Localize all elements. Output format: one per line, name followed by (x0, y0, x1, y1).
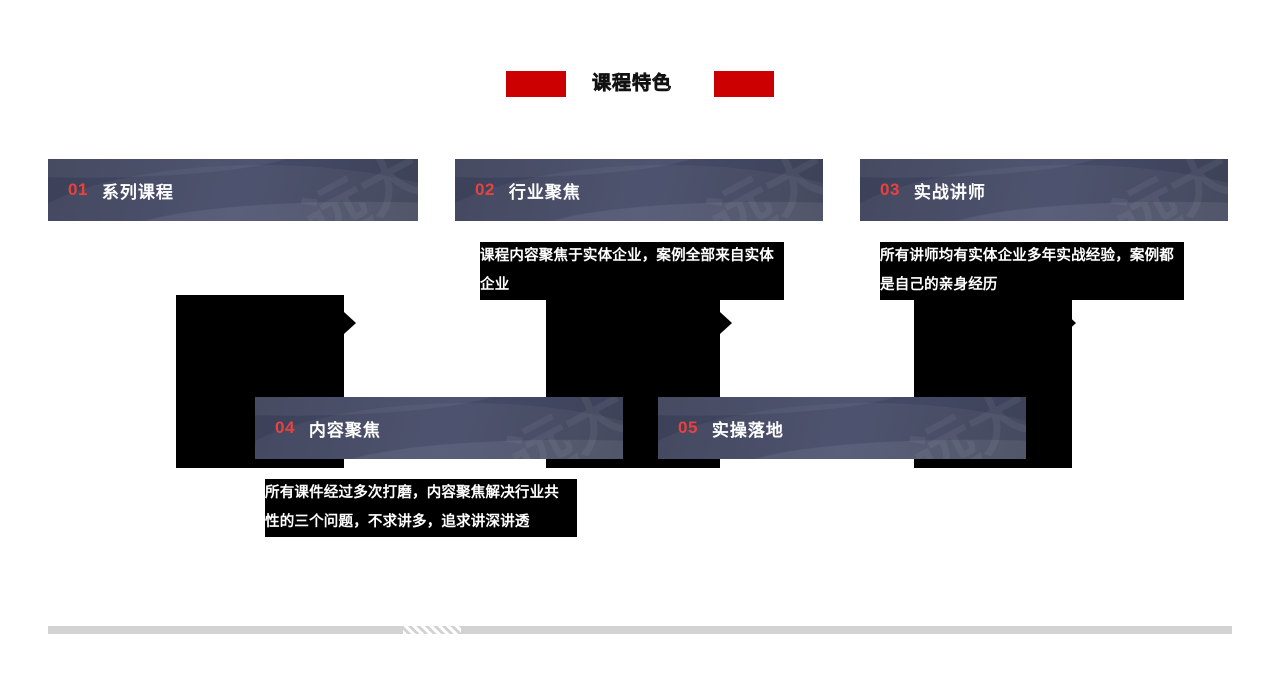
feature-title-3: 实战讲师 (913, 182, 986, 202)
feature-card-2[interactable]: 远大 02 行业聚焦 (455, 159, 823, 221)
chevron-right-icon-1 (344, 312, 356, 334)
chevron-right-icon-3 (1064, 312, 1076, 334)
title-accent-bar-right (714, 71, 774, 97)
feature-description-3-line-1: 所有讲师均有实体企业多年实战经验，案例都 (880, 242, 1184, 271)
footer-divider-hatch (403, 626, 461, 634)
watermark-1: 远大 (294, 159, 418, 221)
feature-description-2-line-2: 企业 (480, 271, 784, 300)
feature-number-3: 03 (880, 180, 900, 199)
feature-number-4: 04 (275, 418, 295, 437)
watermark-2: 远大 (699, 159, 823, 221)
chevron-right-icon-2 (720, 312, 732, 334)
feature-description-4-line-2: 性的三个问题，不求讲多，追求讲深讲透 (265, 508, 577, 537)
feature-number-2: 02 (475, 180, 495, 199)
feature-description-3-line-2: 是自己的亲身经历 (880, 271, 1184, 300)
footer-divider (48, 626, 1232, 634)
title-accent-bar-left (506, 71, 566, 97)
page-title: 课程特色 (592, 73, 673, 95)
feature-description-4: 所有课件经过多次打磨，内容聚焦解决行业共 性的三个问题，不求讲多，追求讲深讲透 (265, 479, 577, 537)
feature-card-1[interactable]: 远大 01 系列课程 (48, 159, 418, 221)
feature-number-5: 05 (678, 418, 698, 437)
feature-card-5[interactable]: 远大 05 实操落地 (658, 397, 1026, 459)
watermark-5: 远大 (902, 397, 1026, 459)
feature-title-1: 系列课程 (101, 182, 174, 202)
feature-card-3[interactable]: 远大 03 实战讲师 (860, 159, 1228, 221)
feature-title-5: 实操落地 (711, 420, 784, 440)
watermark-3: 远大 (1104, 159, 1228, 221)
page-title-row: 课程特色 (0, 70, 1280, 98)
feature-title-2: 行业聚焦 (508, 182, 581, 202)
feature-title-4: 内容聚焦 (308, 420, 381, 440)
feature-description-2: 课程内容聚焦于实体企业，案例全部来自实体 企业 (480, 242, 784, 300)
feature-card-4[interactable]: 远大 04 内容聚焦 (255, 397, 623, 459)
feature-number-1: 01 (68, 180, 88, 199)
feature-description-2-line-1: 课程内容聚焦于实体企业，案例全部来自实体 (480, 242, 784, 271)
feature-description-3: 所有讲师均有实体企业多年实战经验，案例都 是自己的亲身经历 (880, 242, 1184, 300)
feature-description-4-line-1: 所有课件经过多次打磨，内容聚焦解决行业共 (265, 479, 577, 508)
watermark-4: 远大 (499, 397, 623, 459)
